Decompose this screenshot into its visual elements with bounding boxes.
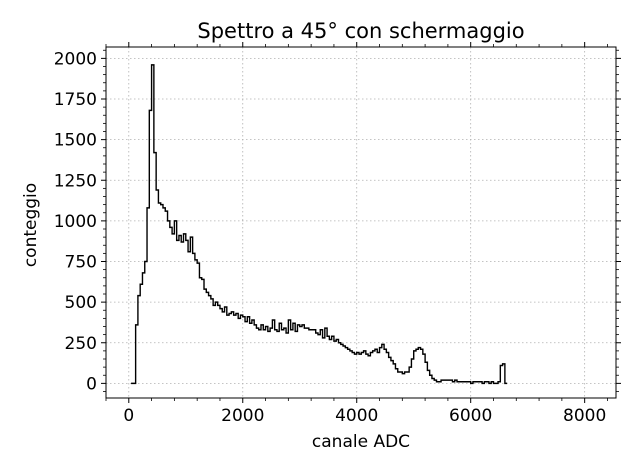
x-tick-label: 6000	[449, 406, 492, 426]
ticks: 0 2000 4000 6000 8000 0 250 500 750 1000 1250 1500 1…	[54, 42, 621, 426]
y-tick-label: 0	[86, 374, 97, 394]
y-tick-label: 1750	[54, 90, 97, 110]
y-tick-label: 1250	[54, 171, 97, 191]
histogram-series	[131, 64, 508, 385]
x-tick-label: 2000	[221, 406, 264, 426]
y-tick-label: 1500	[54, 131, 97, 151]
y-tick-label: 2000	[54, 49, 97, 69]
x-tick-label: 4000	[335, 406, 378, 426]
y-tick-label: 250	[65, 334, 97, 354]
chart-title: Spettro a 45° con schermaggio	[197, 19, 524, 43]
x-tick-label: 8000	[563, 406, 606, 426]
y-tick-label: 750	[65, 253, 97, 273]
y-tick-label: 1000	[54, 212, 97, 232]
x-axis-title: canale ADC	[312, 432, 410, 452]
plot-frame	[105, 46, 617, 399]
x-tick-label: 0	[123, 406, 134, 426]
grid	[106, 47, 616, 398]
y-tick-label: 500	[65, 293, 97, 313]
y-axis-title: conteggio	[21, 183, 41, 267]
